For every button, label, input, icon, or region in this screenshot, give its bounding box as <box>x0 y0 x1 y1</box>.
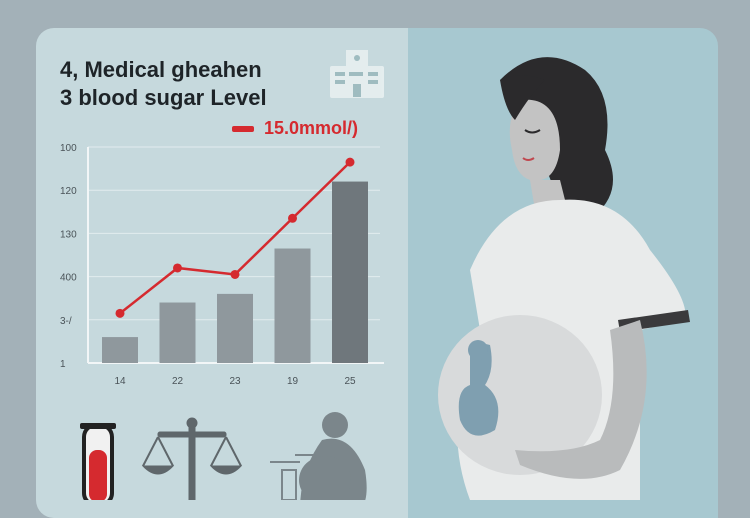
title-line-1: 4, Medical gheahen <box>60 57 262 82</box>
line-point <box>115 308 125 318</box>
y-tick-label: 100 <box>60 143 77 154</box>
x-tick-label: 22 <box>172 376 184 387</box>
y-tick-label: 3-/ <box>60 316 72 327</box>
fetus-icon <box>458 343 499 436</box>
balance-scale-icon <box>141 417 243 500</box>
pregnant-woman-icon <box>270 412 367 500</box>
chart-title: 4, Medical gheahen 3 blood sugar Level <box>60 56 267 112</box>
y-tick-label: 120 <box>60 186 77 197</box>
title-line-2: 3 blood sugar Level <box>60 85 267 110</box>
legend: 15.0mmol/) <box>232 118 358 139</box>
test-tube-icon <box>80 423 116 500</box>
pregnant-woman-illustration <box>438 57 690 500</box>
bar <box>332 181 368 363</box>
x-tick-label: 25 <box>344 376 356 387</box>
bar <box>159 302 196 363</box>
y-tick-label: 1 <box>60 359 66 370</box>
bar <box>102 337 138 363</box>
legend-label: 15.0mmol/) <box>264 118 359 138</box>
chart: 1 3-/ 400 130 120 100 14 22 23 19 25 <box>60 143 384 387</box>
line-point <box>345 157 355 167</box>
arm <box>515 320 647 479</box>
face <box>509 99 560 181</box>
bar <box>217 293 253 363</box>
x-tick-label: 23 <box>229 376 241 387</box>
bar <box>274 248 311 363</box>
x-tick-label: 19 <box>287 376 299 387</box>
y-tick-label: 130 <box>60 229 77 240</box>
line-point <box>230 269 240 279</box>
line-point <box>173 263 182 273</box>
y-tick-label: 400 <box>60 273 77 284</box>
x-tick-label: 14 <box>114 376 126 387</box>
bottom-icons <box>80 412 367 500</box>
legend-swatch <box>232 125 254 132</box>
line-point <box>288 213 297 223</box>
